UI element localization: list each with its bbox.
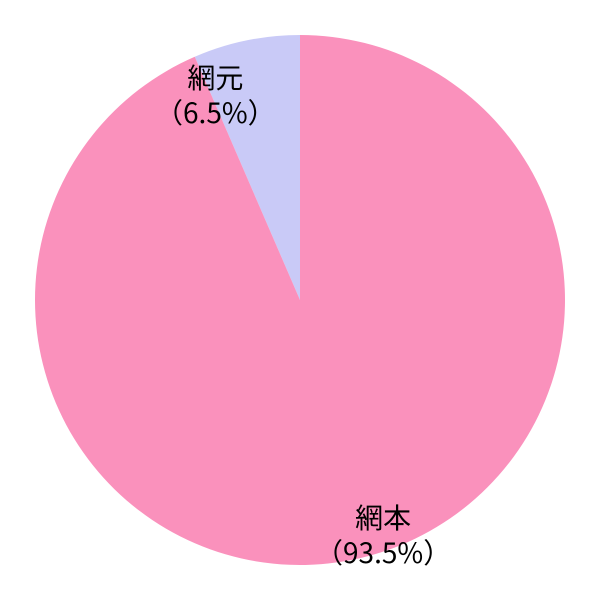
pie-chart: 網元 （6.5%） 網本 （93.5%）: [0, 0, 600, 600]
slice-label-amihon: 網本 （93.5%）: [315, 500, 451, 570]
slice-label-amimoto-name: 網元: [187, 57, 243, 97]
slice-label-amimoto-pct: （6.5%）: [155, 92, 276, 132]
slice-label-amihon-name: 網本: [355, 497, 411, 537]
slice-label-amimoto: 網元 （6.5%）: [155, 60, 276, 130]
pie-svg: [0, 0, 600, 600]
slice-label-amihon-pct: （93.5%）: [315, 532, 451, 572]
pie-slice: [35, 35, 565, 565]
